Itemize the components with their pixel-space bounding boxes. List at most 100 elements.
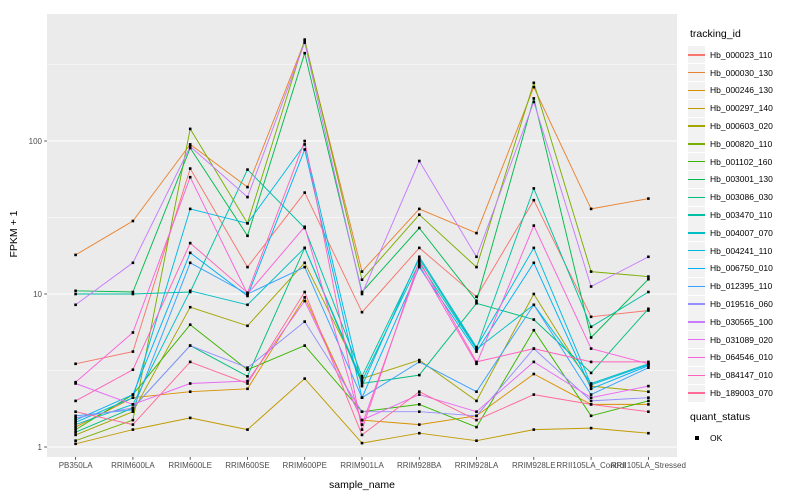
- legend-item: Hb_084147_010: [688, 366, 798, 384]
- data-point: [246, 291, 249, 294]
- data-point: [131, 406, 135, 410]
- x-axis-title: sample_name: [329, 479, 395, 491]
- data-point: [246, 234, 249, 238]
- data-point: [532, 261, 536, 265]
- data-point: [74, 410, 77, 413]
- legend-item-label: Hb_084147_010: [710, 370, 773, 381]
- line-key-icon: [688, 348, 705, 366]
- legend-item: Hb_030565_100: [688, 313, 798, 331]
- line-key-icon: [688, 242, 705, 260]
- legend-item-label: Hb_030565_100: [710, 316, 773, 327]
- data-point: [589, 285, 593, 288]
- legend-item: Hb_000820_110: [688, 135, 798, 153]
- line-key-icon: [688, 384, 705, 402]
- data-point: [647, 307, 650, 311]
- data-point: [418, 159, 421, 163]
- data-point: [589, 207, 593, 211]
- data-point: [532, 347, 536, 350]
- data-point: [188, 127, 192, 131]
- data-point: [475, 295, 478, 298]
- data-point: [647, 309, 650, 312]
- data-point: [188, 167, 192, 170]
- line-key-icon: [688, 170, 705, 188]
- legend-item-label: Hb_000030_130: [710, 67, 773, 78]
- data-point: [74, 289, 77, 293]
- data-point: [188, 146, 192, 150]
- legend-item: Hb_019516_060: [688, 295, 798, 313]
- data-point: [74, 428, 77, 431]
- data-point: [303, 41, 306, 44]
- data-point: [131, 428, 135, 431]
- data-point: [475, 345, 478, 349]
- data-point: [475, 360, 478, 364]
- legend-item: Hb_064546_010: [688, 348, 798, 367]
- data-point: [246, 324, 249, 328]
- legend-item-label: Hb_012395_110: [710, 281, 773, 292]
- data-point: [360, 384, 364, 388]
- data-point: [74, 425, 77, 429]
- data-point: [74, 421, 77, 424]
- line-key-icon: [688, 206, 705, 224]
- data-point: [303, 299, 306, 303]
- data-point: [74, 423, 77, 426]
- data-point: [418, 213, 421, 216]
- data-point: [246, 387, 249, 391]
- data-point: [360, 292, 364, 296]
- data-point: [589, 399, 593, 403]
- line-key-icon: [688, 46, 705, 64]
- data-point: [131, 396, 135, 399]
- data-point: [418, 393, 421, 396]
- data-point: [475, 348, 478, 351]
- data-point: [74, 292, 77, 296]
- data-point: [647, 366, 650, 369]
- data-point: [303, 225, 306, 229]
- data-point: [532, 360, 536, 364]
- data-point: [418, 358, 421, 362]
- quant-legend-item: OK: [688, 429, 798, 447]
- data-point: [188, 289, 192, 293]
- data-point: [246, 303, 249, 307]
- legend-item: Hb_004241_110: [688, 242, 798, 260]
- line-key-icon: [688, 117, 705, 135]
- data-point: [246, 168, 249, 171]
- plot-panel: [47, 14, 677, 457]
- line-key-icon: [688, 64, 705, 82]
- data-point: [418, 373, 421, 377]
- data-point: [246, 294, 249, 298]
- data-point: [475, 255, 478, 259]
- data-point: [131, 403, 135, 406]
- data-point: [131, 292, 135, 296]
- legend-item-label: Hb_003470_110: [710, 210, 773, 221]
- data-point: [131, 423, 135, 426]
- data-point: [475, 362, 478, 366]
- data-point: [360, 270, 364, 273]
- legend-item-label: Hb_000820_110: [710, 138, 773, 149]
- legend-item: Hb_031089_020: [688, 331, 798, 349]
- data-point: [647, 396, 650, 399]
- legend-item-label: Hb_003086_030: [710, 192, 773, 203]
- data-point: [360, 441, 364, 445]
- data-point: [647, 362, 650, 366]
- data-point: [303, 246, 306, 250]
- line-key-icon: [688, 153, 705, 171]
- data-point: [188, 360, 192, 364]
- data-point: [418, 431, 421, 435]
- data-point: [246, 222, 249, 225]
- legend-item-label: Hb_064546_010: [710, 352, 773, 363]
- data-point: [589, 360, 593, 364]
- data-point: [303, 344, 306, 347]
- data-point: [188, 344, 192, 347]
- data-point: [647, 255, 650, 259]
- legend-item: Hb_000297_140: [688, 99, 798, 117]
- data-point: [246, 265, 249, 269]
- data-point: [74, 439, 77, 442]
- legend-item-label: Hb_004241_110: [710, 245, 773, 256]
- data-point: [647, 197, 650, 200]
- data-point: [589, 347, 593, 350]
- data-point: [188, 143, 192, 146]
- data-point: [74, 433, 77, 437]
- data-point: [74, 414, 77, 418]
- legend-item: Hb_003086_030: [688, 188, 798, 206]
- data-point: [532, 81, 536, 85]
- data-point: [589, 371, 593, 375]
